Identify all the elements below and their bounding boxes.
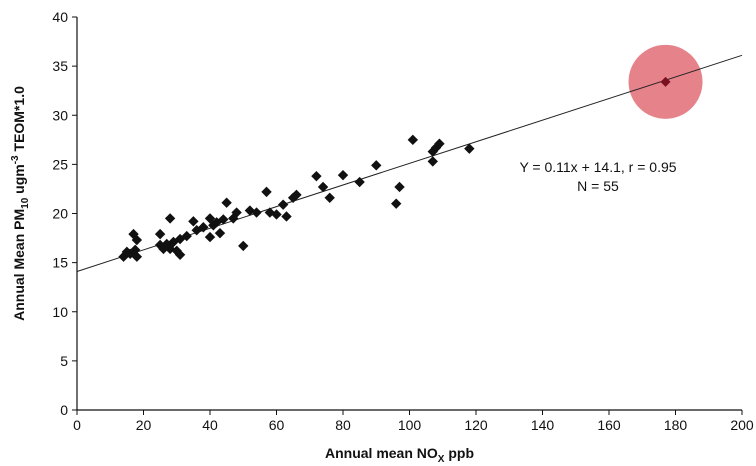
data-point: [337, 169, 349, 181]
y-tick-label: 30: [52, 107, 68, 123]
x-axis-ticks: 0 20 40 60 80 100 120 140 160 180 200: [73, 410, 754, 433]
x-tick-label: 180: [664, 417, 688, 433]
data-point: [371, 160, 382, 171]
y-tick-label: 15: [52, 255, 68, 271]
data-point: [131, 234, 143, 246]
y-tick-label: 40: [52, 9, 68, 25]
data-point: [324, 192, 335, 203]
data-point: [181, 230, 192, 242]
regression-equation-annotation: Y = 0.11x + 14.1, r = 0.95: [519, 159, 676, 175]
data-point: [204, 231, 216, 243]
data-point: [238, 240, 249, 252]
data-point: [221, 197, 232, 208]
data-point: [434, 138, 445, 149]
data-point: [394, 181, 405, 193]
highlighted-data-point: [660, 76, 671, 87]
y-axis-title-subscript: 10: [20, 197, 31, 209]
y-axis-title-part1: Annual Mean PM: [11, 209, 27, 321]
data-point: [291, 189, 302, 201]
data-point: [129, 244, 141, 256]
data-point: [218, 214, 229, 225]
y-tick-label: 35: [52, 58, 68, 74]
data-point: [174, 249, 186, 260]
y-axis-title-part3: TEOM*1.0: [11, 86, 27, 155]
data-point: [427, 156, 438, 167]
y-axis-title: Annual Mean PM10 ugm-3 TEOM*1.0: [10, 86, 31, 321]
x-tick-label: 160: [597, 417, 621, 433]
x-axis-title-subscript: X: [438, 454, 445, 465]
x-tick-label: 40: [202, 417, 218, 433]
data-point: [131, 251, 143, 262]
x-tick-label: 120: [464, 417, 488, 433]
data-point: [261, 186, 272, 198]
x-tick-label: 140: [531, 417, 555, 433]
data-point: [154, 228, 166, 240]
x-tick-label: 0: [73, 417, 81, 433]
y-axis-title-superscript: -3: [10, 155, 21, 164]
data-point: [391, 198, 402, 209]
x-axis-title: Annual mean NOX ppb: [325, 445, 474, 465]
x-tick-label: 80: [335, 417, 351, 433]
data-point: [464, 143, 475, 154]
x-axis-title-main: Annual mean NO: [325, 445, 438, 461]
y-tick-label: 0: [60, 402, 68, 418]
data-point: [271, 209, 282, 220]
x-tick-label: 60: [269, 417, 285, 433]
data-point: [281, 211, 292, 222]
y-tick-label: 10: [52, 304, 68, 320]
y-axis-title-part2: ugm: [11, 164, 27, 197]
y-tick-label: 20: [52, 206, 68, 222]
y-tick-label: 25: [52, 156, 68, 172]
x-axis-title-tail: ppb: [444, 445, 474, 461]
data-point: [198, 222, 209, 233]
x-tick-label: 100: [398, 417, 422, 433]
sample-size-annotation: N = 55: [577, 178, 619, 194]
data-point: [164, 213, 176, 224]
data-point: [211, 217, 222, 228]
data-point: [277, 199, 289, 210]
y-axis-ticks: 0 5 10 15 20 25 30 35 40: [52, 9, 77, 418]
x-tick-label: 200: [730, 417, 754, 433]
data-point: [154, 239, 166, 251]
plot-area: [76, 44, 743, 272]
data-point: [231, 207, 242, 218]
data-point: [188, 216, 199, 227]
data-point: [214, 227, 226, 239]
y-tick-label: 5: [60, 353, 68, 369]
data-point: [407, 134, 419, 146]
data-point: [251, 207, 262, 218]
data-point: [317, 181, 329, 193]
data-point: [287, 192, 299, 203]
data-point: [311, 170, 322, 182]
data-point: [354, 176, 365, 188]
x-tick-label: 20: [136, 417, 152, 433]
